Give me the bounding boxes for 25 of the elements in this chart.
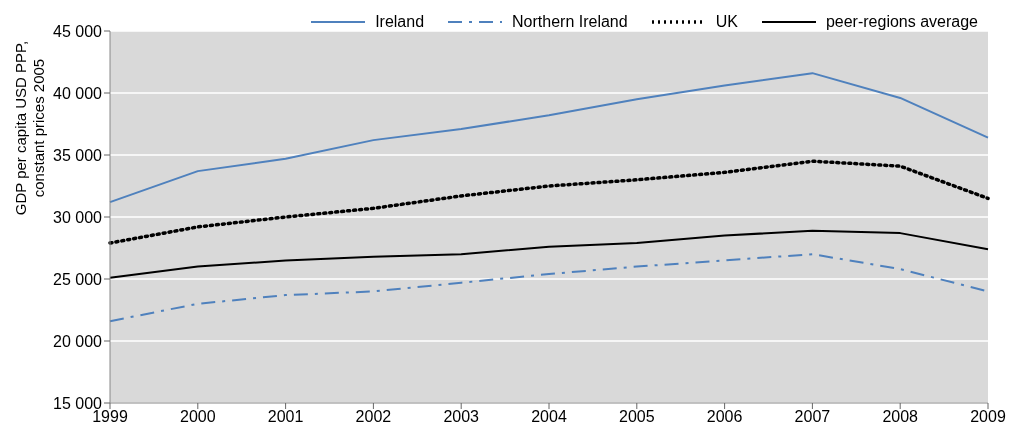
y-axis-title: GDP per capita USD PPP, constant prices 2005 [12, 40, 48, 216]
y-tick-label: 35 000 [53, 146, 103, 164]
x-tick-label: 2000 [180, 408, 216, 426]
x-tick-label: 2003 [443, 408, 480, 426]
line-series [108, 159, 990, 245]
x-tick-label: 2005 [619, 408, 655, 426]
x-tick-label: 1999 [92, 408, 128, 426]
line-series [109, 229, 989, 279]
y-tick-label: 25 000 [53, 270, 103, 288]
legend-label: Ireland [374, 13, 425, 31]
y-tick-label: 30 000 [53, 208, 103, 226]
x-tick-label: 2001 [267, 408, 304, 426]
y-tick-label: 40 000 [53, 84, 103, 102]
x-tick-label: 2006 [706, 408, 743, 426]
legend-label: peer-regions average [824, 13, 978, 31]
x-tick-label: 2008 [882, 408, 919, 426]
y-tick-label: 45 000 [53, 22, 103, 40]
legend-label: UK [714, 13, 738, 31]
x-tick-label: 2002 [355, 408, 392, 426]
line-series [109, 72, 989, 204]
legend-label: Northern Ireland [511, 13, 628, 31]
x-tick-label: 2009 [970, 408, 1006, 426]
x-tick-label: 2007 [794, 408, 831, 426]
y-tick-label: 20 000 [53, 332, 103, 350]
x-tick-label: 2004 [531, 408, 567, 426]
